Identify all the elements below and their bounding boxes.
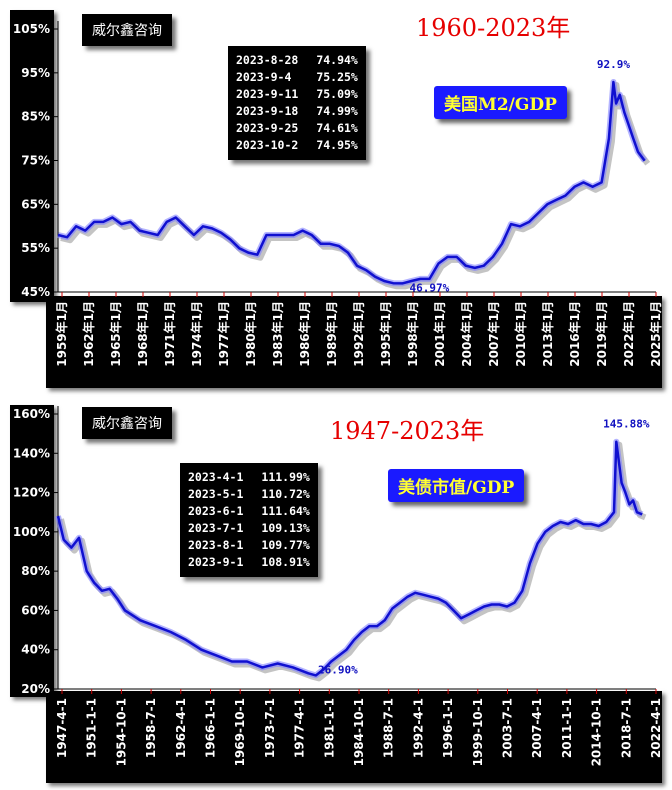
y-tick-label: 65% [21,197,50,211]
x-tick-label: 2025年1月 [648,301,663,367]
data-label: 26.90% [318,663,358,676]
x-tick-label: 1992年1月 [351,301,366,367]
y-axis-panel [10,405,54,697]
x-tick-label: 2013年1月 [540,301,555,367]
brand-label: 威尔鑫咨询 [82,14,172,46]
x-tick-label: 1977-4-1 [293,698,307,758]
x-tick-label: 1995年1月 [378,301,393,367]
data-label: 46.97% [409,281,449,294]
series-badge: 美债市值/GDP [388,469,525,502]
x-axis-panel [46,296,662,388]
x-tick-label: 1999-10-1 [471,698,485,766]
table-row: 2023-4-1 111.99% [188,470,310,484]
data-label: 92.9% [597,58,630,71]
x-tick-label: 1962年1月 [81,301,96,367]
x-tick-label: 1974年1月 [189,301,204,367]
x-tick-label: 1992-4-1 [411,698,425,758]
x-tick-label: 1996-1-1 [441,698,455,758]
x-tick-label: 1958-7-1 [144,698,158,758]
x-tick-label: 1988-7-1 [382,698,396,758]
table-row: 2023-9-1 108.91% [188,555,310,569]
x-tick-label: 1947-4-1 [55,698,69,758]
y-tick-label: 60% [21,603,50,617]
y-tick-label: 20% [21,682,50,696]
x-tick-label: 2001年1月 [432,301,447,367]
table-row: 2023-8-1 109.77% [188,538,310,552]
data-label: 145.88% [603,418,650,431]
y-tick-label: 75% [21,154,50,168]
chart-title: 1960-2023年 [416,14,571,42]
table-row: 2023-8-28 74.94% [236,53,358,67]
x-tick-label: 2018-7-1 [619,698,633,758]
x-tick-label: 1977年1月 [216,301,231,367]
table-row: 2023-9-25 74.61% [236,121,358,135]
x-tick-label: 2007年1月 [486,301,501,367]
brand-label: 威尔鑫咨询 [82,407,172,439]
chart-m2-gdp: 45% 55% 65% 75% 85% 95% 105% 1959年1月 1962年1月 1965… [10,10,663,388]
x-tick-label: 2010年1月 [513,301,528,367]
x-tick-label: 1980年1月 [243,301,258,367]
x-tick-label: 1951-1-1 [85,698,99,758]
x-tick-label: 1965年1月 [108,301,123,367]
x-tick-label: 2016年1月 [567,301,582,367]
y-tick-label: 40% [21,643,50,657]
y-tick-label: 100% [13,525,50,539]
x-tick-label: 1966-1-1 [204,698,218,758]
x-tick-label: 1971年1月 [162,301,177,367]
y-tick-label: 95% [21,66,50,80]
y-tick-label: 80% [21,564,50,578]
series-badge: 美国M2/GDP [434,86,567,119]
x-tick-label: 2014-10-1 [590,698,604,766]
chart-treasury-gdp: 20% 40% 60% 80% 100% 120% 140% 160% 1947-4-1 1951… [0,395,672,790]
x-tick-label: 1981-1-1 [322,698,336,758]
series-line [57,80,646,285]
x-tick-label: 2022-4-1 [649,698,663,758]
y-tick-label: 55% [21,241,50,255]
table-row: 2023-5-1 110.72% [188,487,310,501]
x-tick-label: 1998年1月 [405,301,420,367]
y-tick-label: 120% [13,486,50,500]
x-tick-label: 1969-10-1 [233,698,247,766]
series-glow [55,438,644,679]
x-tick-label: 1959年1月 [54,301,69,367]
treasury-gdp-plot: 20% 40% 60% 80% 100% 120% 140% 160% 1947-4-1 1951… [13,406,663,766]
x-tick-label: 1984-10-1 [352,698,366,766]
x-tick-label: 1968年1月 [135,301,150,367]
x-tick-label: 2004年1月 [459,301,474,367]
table-row: 2023-9-11 75.09% [236,87,358,101]
table-row: 2023-7-1 109.13% [188,521,310,535]
x-tick-label: 2007-4-1 [530,698,544,758]
y-axis-panel [10,10,54,302]
table-row: 2023-6-1 111.64% [188,504,310,518]
x-tick-label: 2011-1-1 [560,698,574,758]
x-tick-label: 1954-10-1 [114,698,128,766]
x-tick-label: 1986年1月 [297,301,312,367]
y-tick-label: 140% [13,446,50,460]
m2-gdp-plot: 45% 55% 65% 75% 85% 95% 105% 1959年1月 1962年1月 1965… [12,21,663,367]
y-tick-label: 85% [21,110,50,124]
y-tick-label: 160% [13,407,50,421]
x-tick-label: 1973-7-1 [263,698,277,758]
x-tick-label: 1989年1月 [324,301,339,367]
x-tick-label: 1983年1月 [270,301,285,367]
chart-title: 1947-2023年 [330,417,485,445]
x-tick-label: 2019年1月 [594,301,609,367]
y-tick-label: 45% [21,285,50,299]
table-row: 2023-9-4 75.25% [236,70,358,84]
recent-values-table: 2023-8-28 74.94% 2023-9-4 75.25% 2023-9-11… [228,46,366,160]
x-axis-panel [46,691,662,783]
y-tick-label: 105% [13,22,50,36]
table-row: 2023-9-18 74.99% [236,104,358,118]
x-tick-label: 2003-7-1 [501,698,515,758]
recent-values-table: 2023-4-1 111.99% 2023-5-1 110.72% 2023-6-1… [180,463,318,577]
table-row: 2023-10-2 74.95% [236,138,358,152]
series-line [56,440,643,677]
x-tick-label: 1962-4-1 [174,698,188,758]
x-tick-label: 2022年1月 [621,301,636,367]
